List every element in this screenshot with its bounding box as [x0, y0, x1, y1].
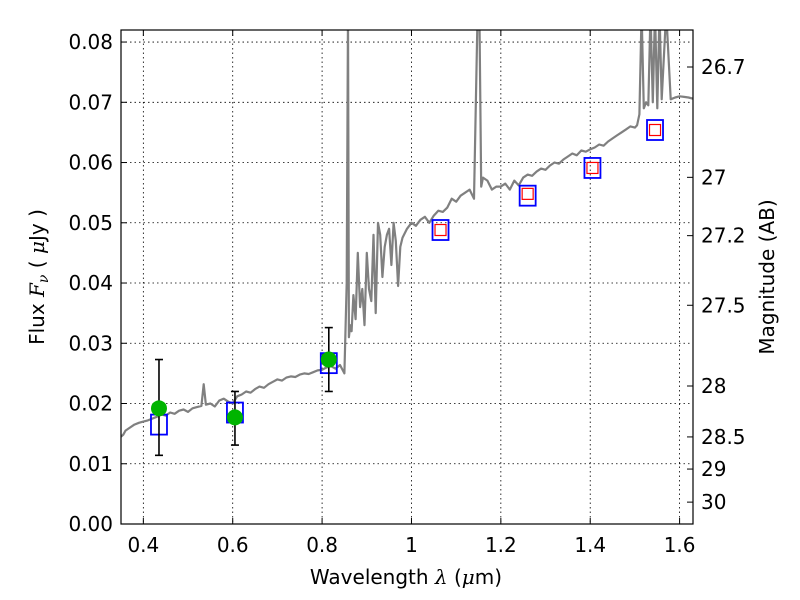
observed-photometry-point [320, 351, 337, 368]
y-axis-title-main: Flux [25, 297, 49, 345]
magnitude-tick-label: 30 [701, 490, 726, 514]
y-tick-label: 0.04 [68, 271, 113, 295]
synthetic-photometry-marker [586, 161, 599, 175]
photometry-layer [150, 119, 664, 457]
synthetic-photometry-marker [648, 123, 662, 137]
grid-lines [121, 30, 693, 524]
y-axis-title: Flux Fν ( μJy ) [25, 209, 52, 345]
x-tick-label: 1.6 [664, 533, 696, 557]
magnitude-tick-label: 26.7 [701, 55, 746, 79]
synthetic-photometry-marker [434, 223, 447, 237]
plot-frame [120, 29, 694, 525]
x-axis-title: Wavelength λ (μm) [310, 565, 502, 589]
x-axis-title-unit-rest: m) [475, 565, 502, 589]
observed-photometry-point [150, 400, 167, 417]
observed-photometry-point [226, 409, 243, 426]
x-axis-title-symbol: λ [434, 565, 448, 589]
y-tick-label: 0.00 [68, 512, 113, 536]
y-tick-label: 0.01 [68, 452, 113, 476]
x-axis-title-unit-open: ( [448, 565, 462, 589]
y-tick-label: 0.02 [68, 392, 113, 416]
x-axis-title-main: Wavelength [310, 565, 435, 589]
y-axis-title-unit-rest: Jy ) [25, 209, 49, 243]
y-axis-title-sub: ν [36, 274, 52, 283]
magnitude-tick-label: 29 [701, 457, 726, 481]
y-axis-title-unit-open: ( [25, 254, 49, 275]
magnitude-axis-title: Magnitude (AB) [755, 199, 779, 354]
x-tick-label: 1 [405, 533, 418, 557]
y-tick-label: 0.03 [68, 331, 113, 355]
magnitude-tick-label: 28 [701, 374, 726, 398]
magnitude-tick-label: 27.5 [701, 293, 746, 317]
y-tick-label: 0.06 [68, 151, 113, 175]
model-photometry-box [431, 219, 450, 241]
y-axis-title-unit-mu: μ [25, 241, 49, 254]
model-photometry-box [583, 157, 602, 179]
spectrum-line [121, 30, 693, 438]
x-tick-label: 0.8 [306, 533, 338, 557]
model-photometry-box [518, 184, 537, 207]
y-tick-label: 0.08 [68, 30, 113, 54]
magnitude-tick-label: 27.2 [701, 224, 746, 248]
x-tick-label: 0.6 [217, 533, 249, 557]
x-tick-label: 1.2 [485, 533, 517, 557]
axis-ticks: 0.4 0.6 0.8 1 1.2 1.4 1.6 0.00 0.01 0.02 0.03 0.04 0… [68, 30, 746, 557]
y-tick-label: 0.05 [68, 211, 113, 235]
spectrum-layer [121, 30, 693, 438]
x-tick-label: 1.4 [574, 533, 606, 557]
magnitude-tick-label: 28.5 [701, 425, 746, 449]
y-tick-label: 0.07 [68, 90, 113, 114]
x-axis-title-unit-mu: μ [462, 565, 475, 589]
synthetic-photometry-marker [521, 187, 534, 200]
model-photometry-box [646, 119, 664, 141]
x-tick-label: 0.4 [127, 533, 159, 557]
magnitude-tick-label: 27 [701, 165, 726, 189]
y-axis-title-symbol: F [25, 282, 49, 298]
